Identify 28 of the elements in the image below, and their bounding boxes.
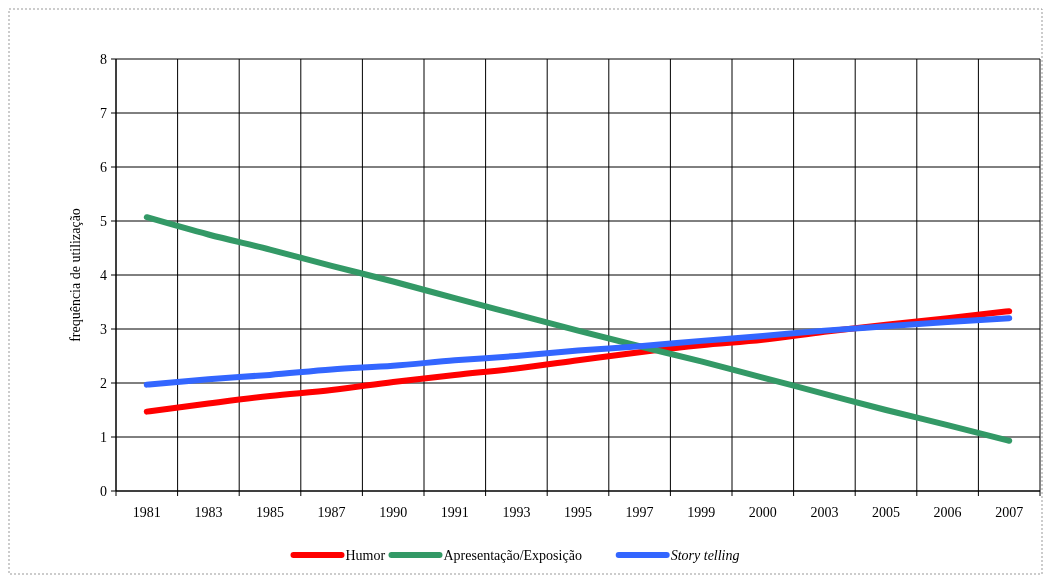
x-tick-label: 1990	[379, 505, 408, 520]
legend-label: Story telling	[670, 547, 740, 563]
y-tick-label: 7	[100, 105, 107, 121]
y-tick-label: 5	[100, 213, 107, 229]
x-tick-label: 1995	[564, 505, 592, 520]
y-tick-label: 8	[100, 51, 107, 67]
x-tick-label: 1991	[440, 505, 469, 520]
x-tick-label: 1997	[625, 505, 654, 520]
x-tick-label: 1983	[194, 505, 223, 520]
x-tick-label: 1985	[256, 505, 284, 520]
y-tick-label: 3	[100, 321, 107, 337]
y-tick-label: 6	[100, 159, 107, 175]
x-tick-label: 2000	[748, 505, 777, 520]
y-tick-label: 2	[100, 375, 107, 391]
y-tick-label: 1	[100, 429, 107, 445]
x-tick-label: 1981	[132, 505, 161, 520]
x-tick-label: 2003	[810, 505, 839, 520]
x-tick-label: 2006	[933, 505, 962, 520]
x-tick-label: 2007	[995, 505, 1024, 520]
legend-label: Humor	[345, 547, 386, 563]
x-tick-label: 1987	[317, 505, 346, 520]
y-tick-label: 0	[100, 483, 107, 499]
x-tick-label: 1993	[502, 505, 531, 520]
y-tick-label: 4	[100, 267, 107, 283]
legend-label: Apresentação/Exposição	[443, 547, 582, 563]
y-axis-title: frequência de utilização	[68, 208, 83, 342]
x-tick-label: 1999	[687, 505, 716, 520]
x-tick-label: 2005	[872, 505, 900, 520]
